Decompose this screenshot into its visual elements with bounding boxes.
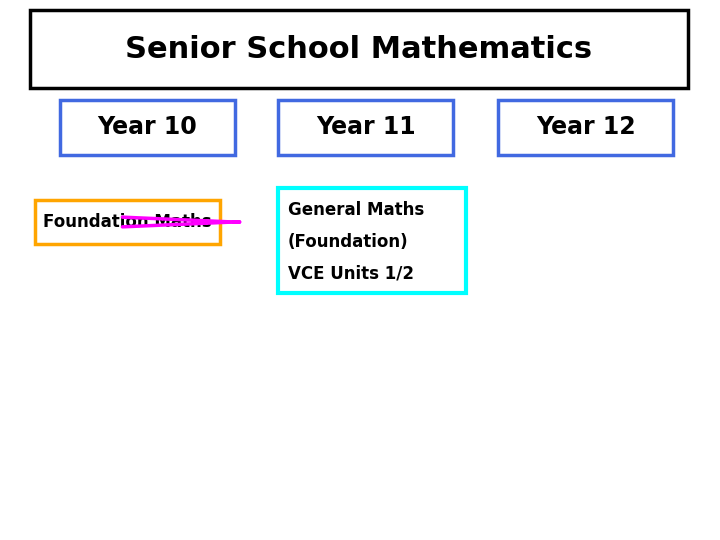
Text: Year 12: Year 12: [536, 116, 635, 139]
Text: General Maths: General Maths: [288, 201, 424, 219]
Text: Year 10: Year 10: [98, 116, 197, 139]
Text: VCE Units 1/2: VCE Units 1/2: [288, 265, 414, 283]
FancyBboxPatch shape: [60, 100, 235, 155]
FancyBboxPatch shape: [278, 100, 453, 155]
Text: Year 11: Year 11: [315, 116, 415, 139]
Text: (Foundation): (Foundation): [288, 233, 409, 251]
FancyBboxPatch shape: [278, 188, 466, 293]
FancyBboxPatch shape: [30, 10, 688, 88]
Text: Senior School Mathematics: Senior School Mathematics: [125, 35, 593, 64]
Text: Foundation Maths: Foundation Maths: [43, 213, 212, 231]
FancyBboxPatch shape: [498, 100, 673, 155]
FancyBboxPatch shape: [35, 200, 220, 244]
